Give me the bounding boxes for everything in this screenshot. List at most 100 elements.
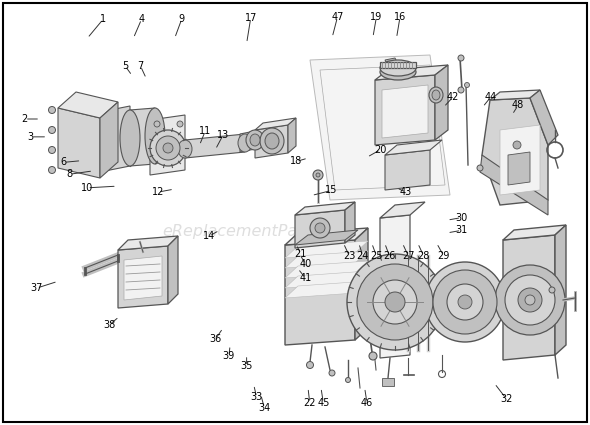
Polygon shape — [385, 58, 400, 70]
Text: 21: 21 — [295, 249, 307, 259]
Text: 1: 1 — [100, 14, 106, 24]
Text: 31: 31 — [455, 225, 467, 235]
Polygon shape — [118, 236, 178, 250]
Polygon shape — [285, 241, 368, 258]
Text: 17: 17 — [245, 13, 257, 23]
Circle shape — [48, 127, 55, 133]
Text: 28: 28 — [418, 251, 430, 261]
Text: 12: 12 — [152, 187, 164, 197]
Polygon shape — [345, 202, 355, 243]
Circle shape — [163, 143, 173, 153]
Polygon shape — [288, 118, 296, 153]
Polygon shape — [480, 155, 548, 215]
Ellipse shape — [145, 108, 165, 164]
Polygon shape — [240, 131, 255, 152]
Circle shape — [477, 165, 483, 171]
Circle shape — [464, 82, 470, 88]
Text: 32: 32 — [500, 394, 512, 404]
Ellipse shape — [380, 64, 416, 80]
Text: 37: 37 — [31, 283, 42, 293]
Polygon shape — [555, 225, 566, 355]
Circle shape — [48, 147, 55, 153]
Text: 13: 13 — [217, 130, 229, 140]
Polygon shape — [295, 210, 345, 248]
Text: eReplacementParts.com: eReplacementParts.com — [162, 224, 358, 239]
Text: 14: 14 — [204, 231, 215, 241]
Text: 29: 29 — [438, 251, 450, 261]
Polygon shape — [285, 240, 355, 345]
Text: 26: 26 — [384, 251, 395, 261]
Text: 9: 9 — [179, 14, 185, 24]
Polygon shape — [380, 215, 410, 358]
Text: 2: 2 — [22, 114, 28, 124]
Circle shape — [495, 265, 565, 335]
Circle shape — [154, 121, 160, 127]
Ellipse shape — [260, 128, 284, 154]
Circle shape — [385, 292, 405, 312]
Polygon shape — [385, 140, 442, 155]
Text: 45: 45 — [317, 398, 329, 408]
Text: 39: 39 — [223, 351, 235, 361]
Polygon shape — [503, 225, 566, 240]
Text: 10: 10 — [81, 183, 93, 193]
Text: 36: 36 — [209, 334, 221, 344]
Polygon shape — [100, 102, 118, 178]
Ellipse shape — [120, 110, 140, 166]
Polygon shape — [530, 90, 558, 145]
Circle shape — [518, 288, 542, 312]
Ellipse shape — [429, 87, 443, 103]
Text: 43: 43 — [400, 187, 412, 197]
Polygon shape — [295, 202, 355, 215]
Polygon shape — [380, 202, 425, 218]
Polygon shape — [355, 228, 368, 340]
Ellipse shape — [432, 90, 440, 100]
Polygon shape — [310, 55, 450, 200]
Circle shape — [357, 264, 433, 340]
Circle shape — [505, 275, 555, 325]
Text: 11: 11 — [199, 126, 211, 136]
Bar — [380, 62, 416, 68]
Polygon shape — [255, 118, 296, 130]
Circle shape — [48, 107, 55, 113]
Text: 41: 41 — [300, 273, 312, 283]
Polygon shape — [100, 106, 130, 172]
Text: 3: 3 — [28, 132, 34, 142]
Circle shape — [150, 130, 186, 166]
Text: 23: 23 — [343, 251, 355, 261]
Polygon shape — [490, 90, 540, 100]
Text: 20: 20 — [375, 144, 386, 155]
Text: 6: 6 — [61, 157, 67, 167]
Text: 7: 7 — [137, 61, 143, 71]
Polygon shape — [482, 98, 548, 205]
Text: 30: 30 — [455, 212, 467, 223]
Text: 8: 8 — [67, 169, 73, 179]
Ellipse shape — [178, 140, 192, 158]
Polygon shape — [285, 281, 368, 298]
Ellipse shape — [238, 134, 252, 152]
Text: 44: 44 — [485, 92, 497, 102]
Polygon shape — [58, 92, 118, 118]
Circle shape — [156, 136, 180, 160]
Text: 48: 48 — [512, 100, 524, 110]
Circle shape — [458, 295, 472, 309]
Circle shape — [458, 55, 464, 61]
Text: 25: 25 — [370, 251, 383, 261]
Circle shape — [48, 167, 55, 173]
Circle shape — [306, 362, 313, 368]
Circle shape — [369, 352, 377, 360]
Text: 22: 22 — [303, 398, 316, 408]
Polygon shape — [255, 125, 288, 158]
Polygon shape — [168, 236, 178, 304]
Circle shape — [433, 270, 497, 334]
Ellipse shape — [380, 60, 416, 76]
Polygon shape — [295, 230, 358, 245]
Polygon shape — [508, 152, 530, 185]
Polygon shape — [375, 65, 448, 80]
Polygon shape — [285, 261, 368, 278]
Text: 40: 40 — [300, 259, 312, 269]
Text: 42: 42 — [447, 92, 459, 102]
Circle shape — [316, 173, 320, 177]
Polygon shape — [285, 271, 368, 288]
Polygon shape — [285, 228, 368, 245]
Text: 19: 19 — [371, 12, 382, 22]
